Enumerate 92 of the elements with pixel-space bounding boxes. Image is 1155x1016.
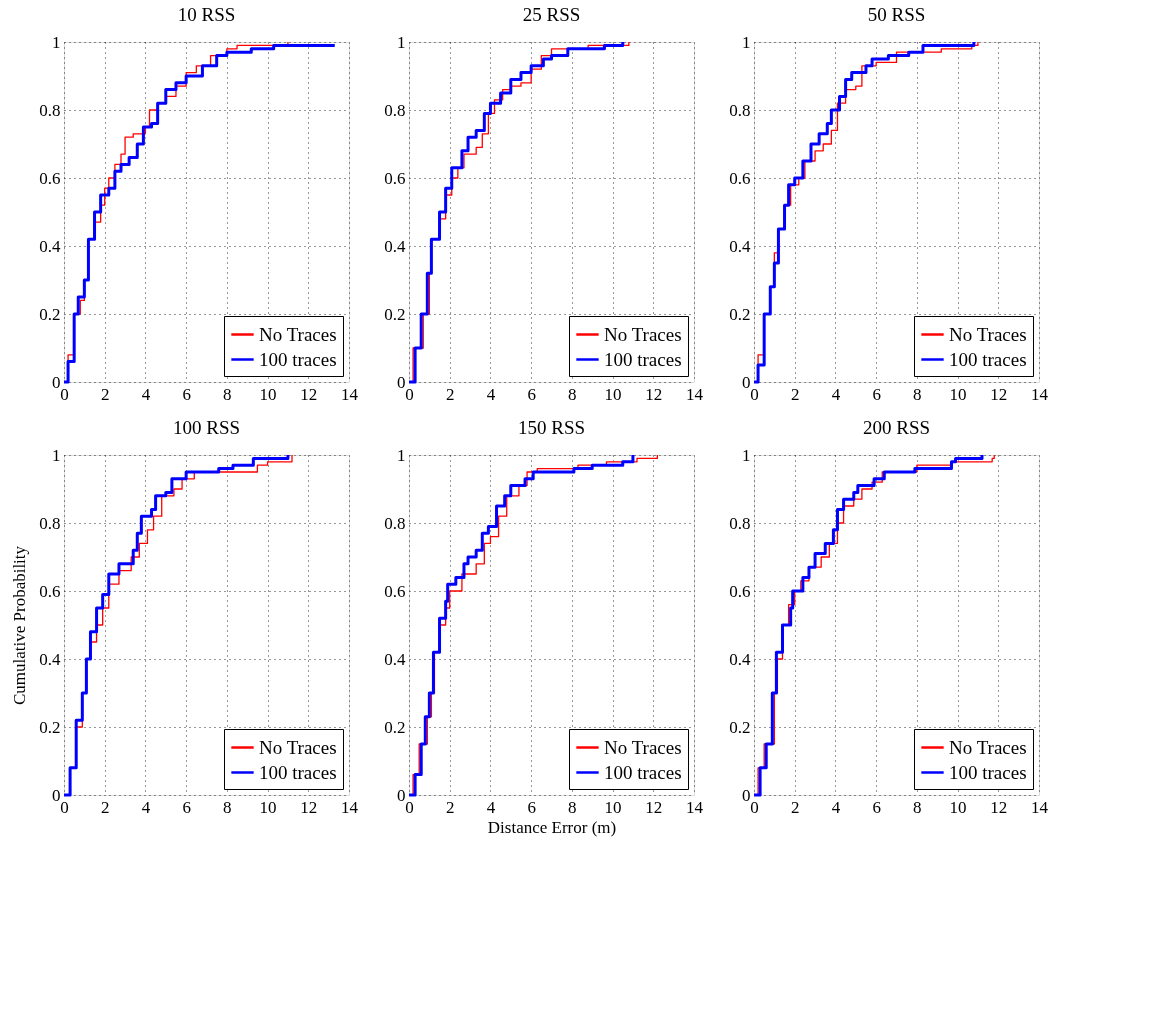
x-tick-label: 14: [1031, 384, 1049, 404]
legend-label: No Traces: [949, 323, 1027, 345]
x-tick-label: 14: [686, 384, 704, 404]
y-tick-label: 0.4: [39, 236, 61, 256]
x-tick-label: 12: [645, 797, 663, 817]
x-tick-label: 4: [141, 797, 151, 817]
y-tick-label: 0.2: [39, 717, 61, 737]
x-tick-label: 4: [831, 797, 841, 817]
legend-label: 100 traces: [949, 348, 1027, 370]
chart-title: 150 RSS: [517, 417, 586, 438]
y-tick-label: 0.4: [39, 649, 61, 669]
x-tick-label: 8: [223, 384, 232, 404]
x-tick-label: 14: [1031, 797, 1049, 817]
y-tick-label: 0.6: [39, 581, 61, 601]
y-tick-label: 1: [397, 445, 406, 465]
y-tick-label: 0.8: [729, 513, 751, 533]
y-tick-label: 0.8: [384, 513, 406, 533]
x-tick-label: 10: [604, 797, 622, 817]
x-tick-label: 4: [486, 797, 496, 817]
legend-label: No Traces: [259, 736, 337, 758]
legend-label: No Traces: [259, 323, 337, 345]
y-tick-label: 0.6: [39, 168, 61, 188]
x-tick-label: 8: [568, 384, 577, 404]
x-tick-label: 8: [913, 797, 922, 817]
legend-label: 100 traces: [604, 348, 682, 370]
x-tick-label: 2: [445, 384, 455, 404]
y-tick-label: 1: [742, 32, 751, 52]
x-tick-label: 2: [100, 384, 110, 404]
y-tick-label: 0.2: [384, 304, 406, 324]
x-tick-label: 4: [486, 384, 496, 404]
x-tick-label: 12: [300, 797, 318, 817]
legend-label: 100 traces: [949, 761, 1027, 783]
chart-title: 200 RSS: [862, 417, 931, 438]
x-tick-label: 6: [182, 797, 191, 817]
x-tick-label: 8: [568, 797, 577, 817]
y-tick-label: 0.6: [729, 168, 751, 188]
x-tick-label: 10: [604, 384, 622, 404]
legend-label: 100 traces: [259, 348, 337, 370]
chart-title: 50 RSS: [867, 4, 926, 25]
y-tick-label: 0.6: [384, 581, 406, 601]
legend-label: No Traces: [949, 736, 1027, 758]
chart-title: 10 RSS: [177, 4, 236, 25]
y-tick-label: 0.8: [39, 513, 61, 533]
legend-label: No Traces: [604, 323, 682, 345]
x-tick-label: 6: [527, 384, 536, 404]
x-tick-label: 8: [913, 384, 922, 404]
x-tick-label: 2: [790, 384, 800, 404]
y-tick-label: 0.4: [729, 649, 751, 669]
y-tick-label: 0.8: [39, 100, 61, 120]
x-tick-label: 12: [300, 384, 318, 404]
y-tick-label: 1: [52, 32, 61, 52]
x-tick-label: 4: [141, 384, 151, 404]
x-tick-label: 12: [990, 797, 1008, 817]
y-axis-title: Cumulative Probability: [10, 545, 30, 706]
chart-title: 25 RSS: [522, 4, 581, 25]
x-tick-label: 14: [686, 797, 704, 817]
x-tick-label: 2: [100, 797, 110, 817]
y-tick-label: 1: [742, 445, 751, 465]
legend-label: 100 traces: [259, 761, 337, 783]
y-tick-label: 0.8: [729, 100, 751, 120]
y-tick-label: 0.2: [384, 717, 406, 737]
y-tick-label: 0.4: [384, 236, 406, 256]
y-tick-label: 1: [397, 32, 406, 52]
x-tick-label: 14: [341, 384, 359, 404]
x-tick-label: 10: [259, 797, 277, 817]
y-tick-label: 0.2: [729, 304, 751, 324]
x-tick-label: 2: [790, 797, 800, 817]
x-axis-title: Distance Error (m): [487, 817, 617, 837]
x-tick-label: 10: [259, 384, 277, 404]
y-tick-label: 0.2: [39, 304, 61, 324]
chart-title: 100 RSS: [172, 417, 241, 438]
y-tick-label: 0.6: [729, 581, 751, 601]
y-tick-label: 0.4: [384, 649, 406, 669]
y-tick-label: 0.4: [729, 236, 751, 256]
x-tick-label: 6: [872, 384, 881, 404]
x-tick-label: 12: [990, 384, 1008, 404]
y-tick-label: 0.2: [729, 717, 751, 737]
x-tick-label: 12: [645, 384, 663, 404]
x-tick-label: 6: [872, 797, 881, 817]
x-tick-label: 2: [445, 797, 455, 817]
y-tick-label: 1: [52, 445, 61, 465]
y-tick-label: 0.6: [384, 168, 406, 188]
x-tick-label: 10: [949, 797, 967, 817]
x-tick-label: 8: [223, 797, 232, 817]
legend-label: 100 traces: [604, 761, 682, 783]
x-tick-label: 4: [831, 384, 841, 404]
legend-label: No Traces: [604, 736, 682, 758]
x-tick-label: 6: [527, 797, 536, 817]
x-tick-label: 14: [341, 797, 359, 817]
x-tick-label: 6: [182, 384, 191, 404]
x-tick-label: 10: [949, 384, 967, 404]
y-tick-label: 0.8: [384, 100, 406, 120]
